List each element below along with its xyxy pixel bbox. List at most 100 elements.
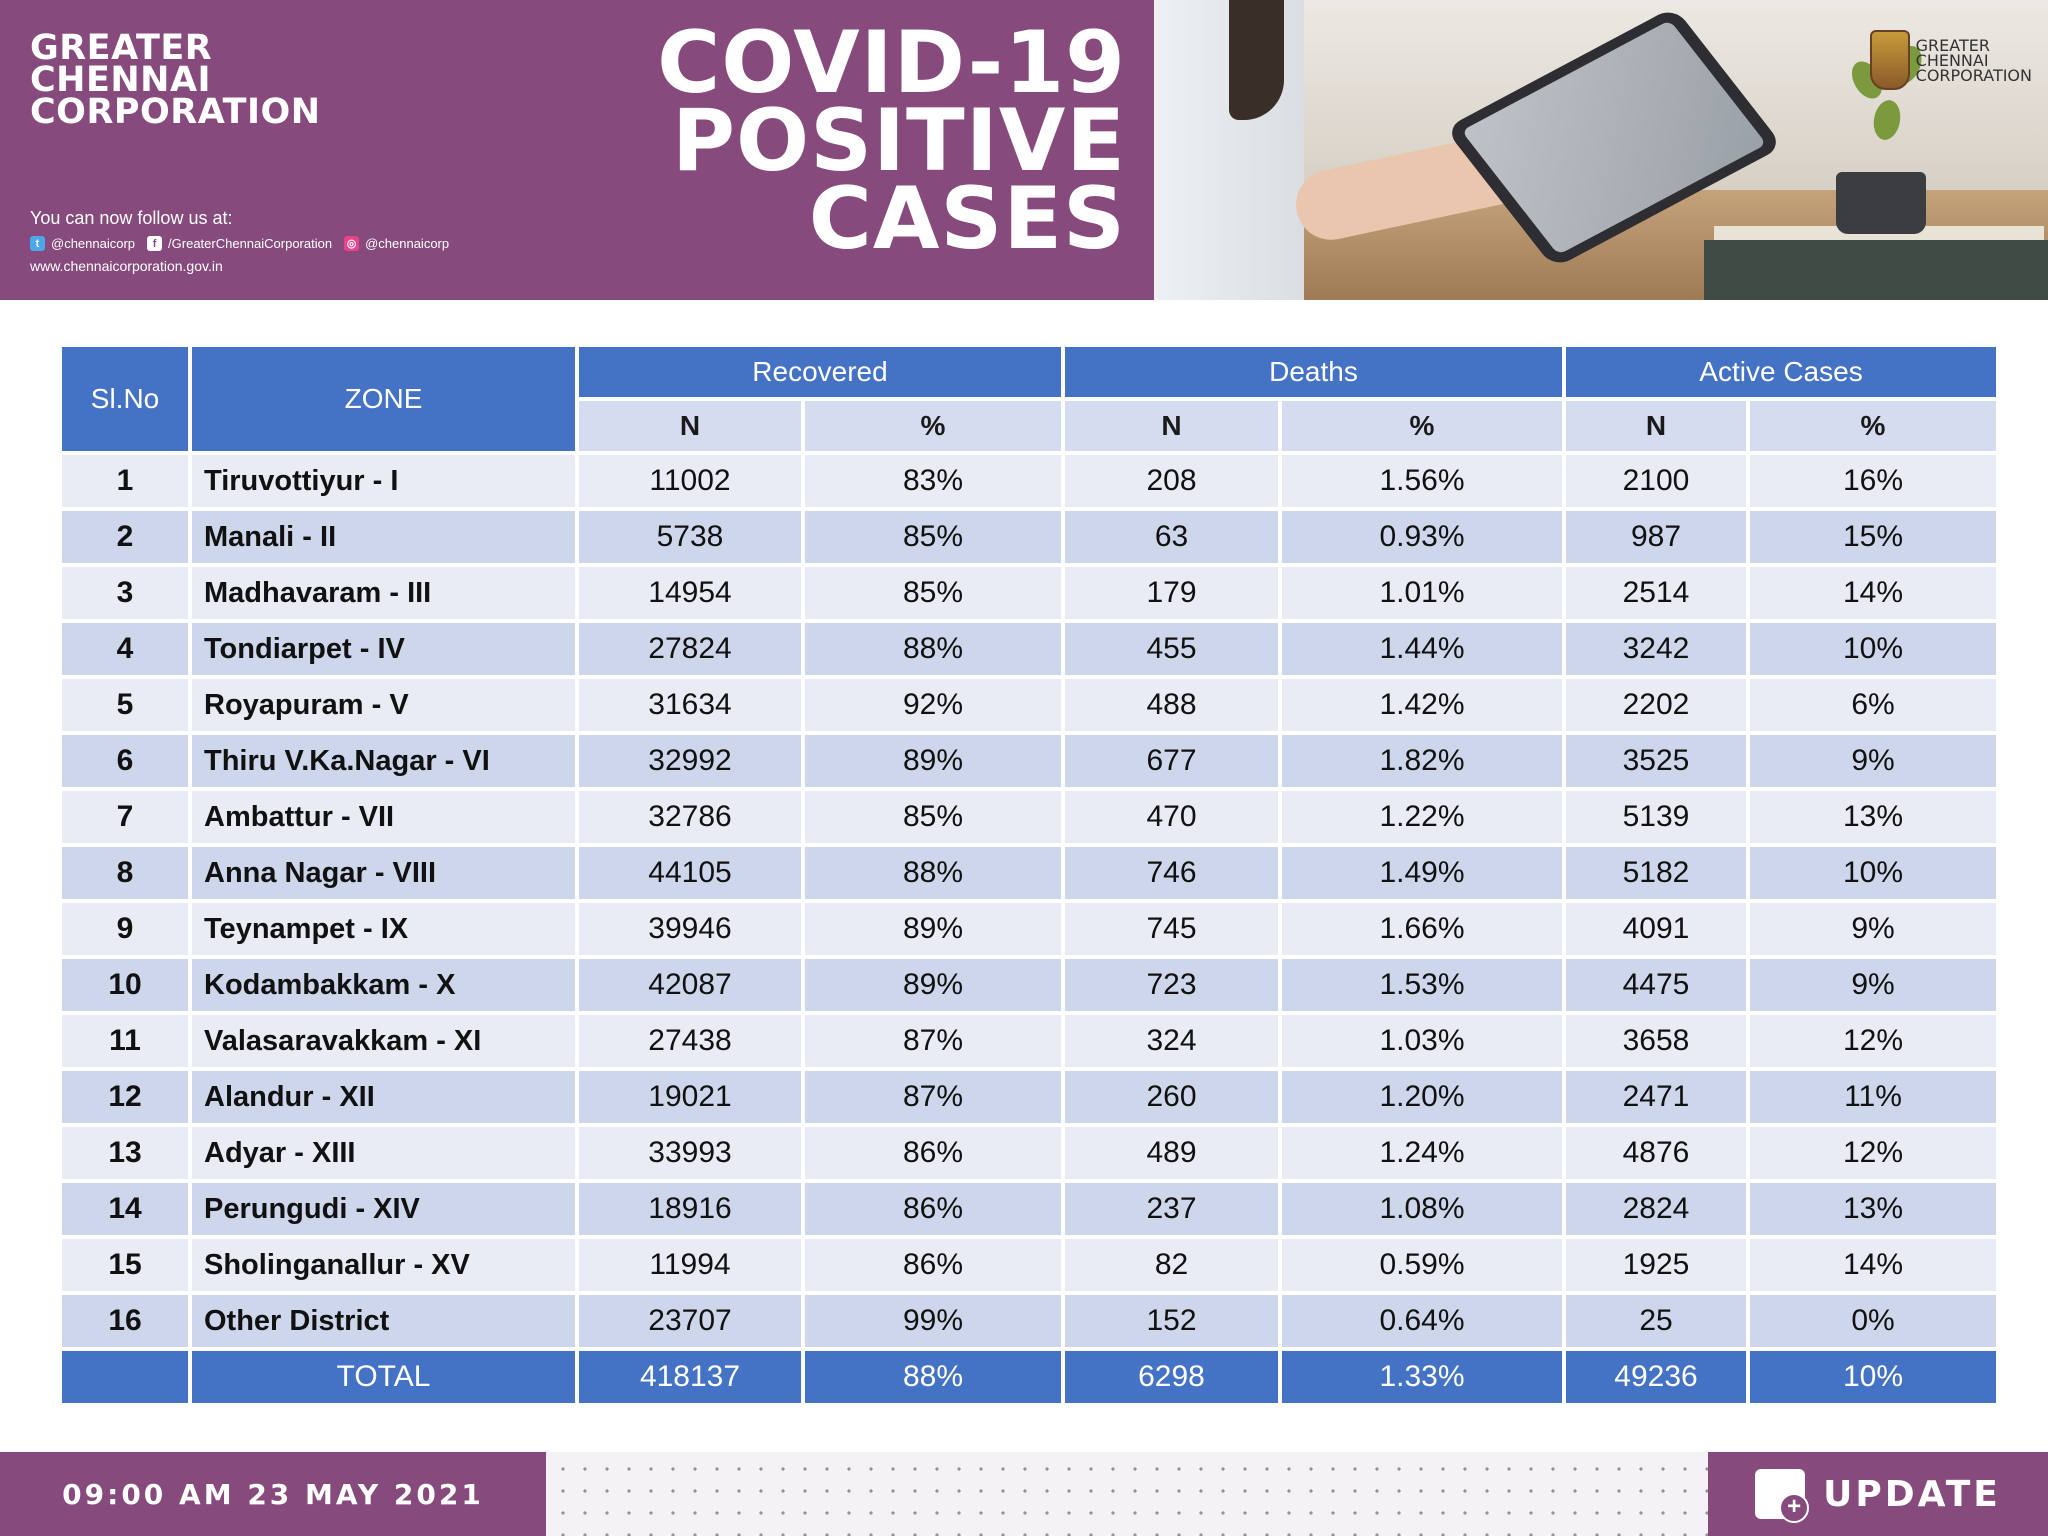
- leaf: [1870, 98, 1904, 142]
- row-deaths-pct: 1.44%: [1282, 623, 1562, 675]
- row-zone: Perungudi - XIV: [192, 1183, 575, 1235]
- row-recovered-pct: 88%: [805, 847, 1061, 899]
- row-deaths-pct: 1.53%: [1282, 959, 1562, 1011]
- row-deaths-n: 745: [1065, 903, 1278, 955]
- plus-icon: +: [1779, 1493, 1810, 1523]
- row-recovered-pct: 86%: [805, 1183, 1061, 1235]
- row-zone: Tiruvottiyur - I: [192, 455, 575, 507]
- row-slno: 11: [62, 1015, 188, 1067]
- row-active-pct: 9%: [1750, 903, 1996, 955]
- row-recovered-n: 31634: [579, 679, 801, 731]
- row-active-pct: 13%: [1750, 791, 1996, 843]
- row-zone: Madhavaram - III: [192, 567, 575, 619]
- row-deaths-n: 489: [1065, 1127, 1278, 1179]
- table-row: 14 Perungudi - XIV 18916 86% 237 1.08% 2824 13%: [62, 1183, 1996, 1235]
- table-row: 5 Royapuram - V 31634 92% 488 1.42% 2202 6%: [62, 679, 1996, 731]
- row-recovered-n: 19021: [579, 1071, 801, 1123]
- gcc-logo: GREATER CHENNAI CORPORATION: [1869, 30, 2032, 90]
- row-recovered-pct: 86%: [805, 1127, 1061, 1179]
- page-title: COVID-19 POSITIVE CASES: [657, 13, 1126, 269]
- row-zone: Valasaravakkam - XI: [192, 1015, 575, 1067]
- row-recovered-n: 44105: [579, 847, 801, 899]
- row-deaths-n: 260: [1065, 1071, 1278, 1123]
- total-recovered-pct: 88%: [805, 1351, 1061, 1403]
- row-recovered-n: 32992: [579, 735, 801, 787]
- row-recovered-n: 11994: [579, 1239, 801, 1291]
- row-deaths-n: 470: [1065, 791, 1278, 843]
- row-recovered-pct: 99%: [805, 1295, 1061, 1347]
- table-row: 3 Madhavaram - III 14954 85% 179 1.01% 2514 14%: [62, 567, 1996, 619]
- row-slno: 7: [62, 791, 188, 843]
- row-zone: Sholinganallur - XV: [192, 1239, 575, 1291]
- row-deaths-n: 488: [1065, 679, 1278, 731]
- row-active-n: 5182: [1566, 847, 1746, 899]
- row-deaths-pct: 0.93%: [1282, 511, 1562, 563]
- row-active-pct: 12%: [1750, 1015, 1996, 1067]
- row-active-pct: 0%: [1750, 1295, 1996, 1347]
- row-active-n: 1925: [1566, 1239, 1746, 1291]
- update-icon: +: [1755, 1469, 1810, 1523]
- header-panel: GREATER CHENNAI CORPORATION You can now …: [0, 0, 1154, 300]
- table-row: 4 Tondiarpet - IV 27824 88% 455 1.44% 3242 10%: [62, 623, 1996, 675]
- row-active-n: 2100: [1566, 455, 1746, 507]
- row-deaths-pct: 1.49%: [1282, 847, 1562, 899]
- row-recovered-pct: 85%: [805, 511, 1061, 563]
- table-row: 10 Kodambakkam - X 42087 89% 723 1.53% 4475 9%: [62, 959, 1996, 1011]
- emblem-icon: [1869, 30, 1910, 90]
- title-line1: COVID-19: [657, 13, 1126, 113]
- row-zone: Thiru V.Ka.Nagar - VI: [192, 735, 575, 787]
- row-deaths-pct: 1.24%: [1282, 1127, 1562, 1179]
- logo-line3: CORPORATION: [1915, 65, 2032, 85]
- org-name-line3: CORPORATION: [30, 92, 321, 132]
- row-active-pct: 12%: [1750, 1127, 1996, 1179]
- photo-pot: [1836, 172, 1926, 234]
- row-active-n: 987: [1566, 511, 1746, 563]
- table-row: 11 Valasaravakkam - XI 27438 87% 324 1.03% 365…: [62, 1015, 1996, 1067]
- row-recovered-pct: 85%: [805, 791, 1061, 843]
- row-recovered-pct: 89%: [805, 735, 1061, 787]
- row-active-n: 2824: [1566, 1183, 1746, 1235]
- row-active-n: 2202: [1566, 679, 1746, 731]
- row-active-n: 4091: [1566, 903, 1746, 955]
- facebook-handle[interactable]: /GreaterChennaiCorporation: [168, 236, 333, 251]
- row-recovered-pct: 92%: [805, 679, 1061, 731]
- row-active-pct: 16%: [1750, 455, 1996, 507]
- header-zone: ZONE: [192, 347, 575, 451]
- row-recovered-n: 14954: [579, 567, 801, 619]
- social-links: t @chennaicorp f /GreaterChennaiCorporat…: [30, 236, 449, 251]
- row-active-n: 2514: [1566, 567, 1746, 619]
- twitter-handle[interactable]: @chennaicorp: [51, 236, 136, 251]
- row-recovered-n: 33993: [579, 1127, 801, 1179]
- row-active-pct: 11%: [1750, 1071, 1996, 1123]
- header-banner: GREATER CHENNAI CORPORATION You can now …: [0, 0, 2048, 300]
- row-slno: 5: [62, 679, 188, 731]
- subheader-deaths-pct: %: [1282, 401, 1562, 451]
- table-row: 15 Sholinganallur - XV 11994 86% 82 0.59% 1925…: [62, 1239, 1996, 1291]
- row-recovered-n: 27824: [579, 623, 801, 675]
- row-deaths-n: 677: [1065, 735, 1278, 787]
- website-link[interactable]: www.chennaicorporation.gov.in: [30, 258, 223, 274]
- table-body: 1 Tiruvottiyur - I 11002 83% 208 1.56% 2100 16%…: [62, 455, 1996, 1347]
- row-recovered-pct: 89%: [805, 959, 1061, 1011]
- row-deaths-n: 455: [1065, 623, 1278, 675]
- facebook-icon: f: [147, 236, 163, 251]
- subheader-active-n: N: [1566, 401, 1746, 451]
- logo-line2: CHENNAI: [1915, 50, 1989, 70]
- row-zone: Teynampet - IX: [192, 903, 575, 955]
- row-recovered-pct: 83%: [805, 455, 1061, 507]
- row-slno: 13: [62, 1127, 188, 1179]
- photo-hair: [1229, 0, 1284, 120]
- instagram-handle[interactable]: @chennaicorp: [365, 236, 450, 251]
- row-deaths-pct: 1.01%: [1282, 567, 1562, 619]
- row-slno: 15: [62, 1239, 188, 1291]
- row-slno: 1: [62, 455, 188, 507]
- total-active-n: 49236: [1566, 1351, 1746, 1403]
- row-deaths-n: 152: [1065, 1295, 1278, 1347]
- row-recovered-n: 23707: [579, 1295, 801, 1347]
- row-slno: 16: [62, 1295, 188, 1347]
- title-line3: CASES: [808, 169, 1126, 269]
- row-active-n: 4475: [1566, 959, 1746, 1011]
- row-slno: 3: [62, 567, 188, 619]
- table-row: 2 Manali - II 5738 85% 63 0.93% 987 15%: [62, 511, 1996, 563]
- update-datetime: 09:00 AM 23 MAY 2021: [0, 1452, 546, 1536]
